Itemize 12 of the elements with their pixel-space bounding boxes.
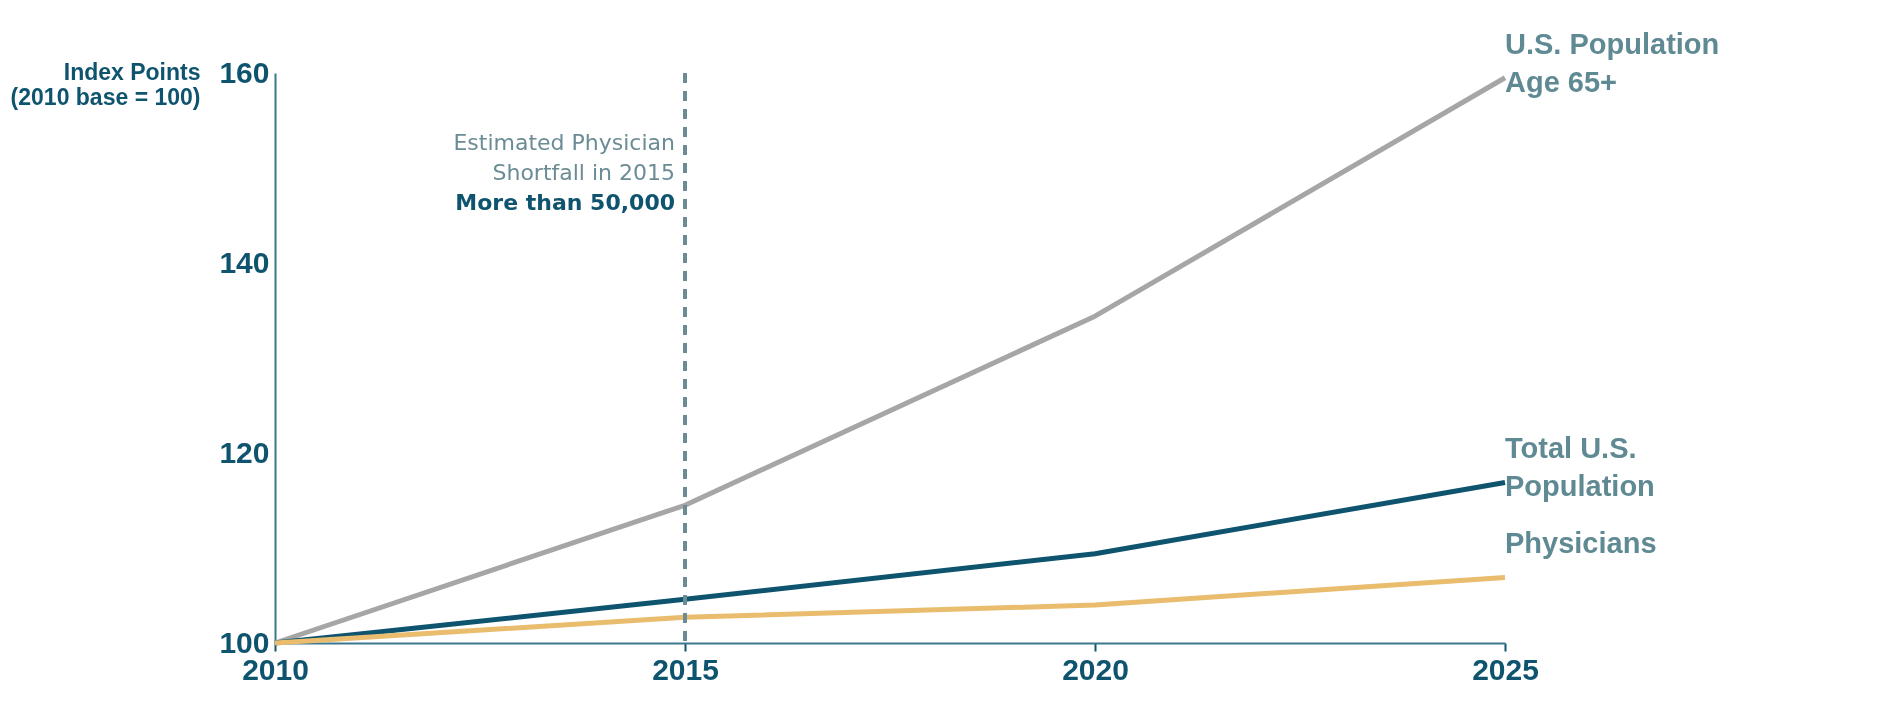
x-tick-label: 2015 [652,652,719,686]
series-label: U.S. Population Age 65+ [1505,27,1720,98]
x-tick-label: 2020 [1062,652,1129,686]
y-tick-label: 120 [219,435,270,469]
x-tick-label: 2025 [1472,652,1539,686]
series-label: Physicians [1505,527,1657,560]
series-label: Total U.S. Population [1505,432,1655,503]
annotation: More than 50,000 [455,190,675,215]
ref-line-label: Estimated Physician Shortfall in 2015 [453,130,675,185]
y-axis-title: Index Points (2010 base = 100) [10,58,201,110]
y-tick-label: 160 [219,55,270,89]
y-tick-label: 140 [219,245,270,279]
